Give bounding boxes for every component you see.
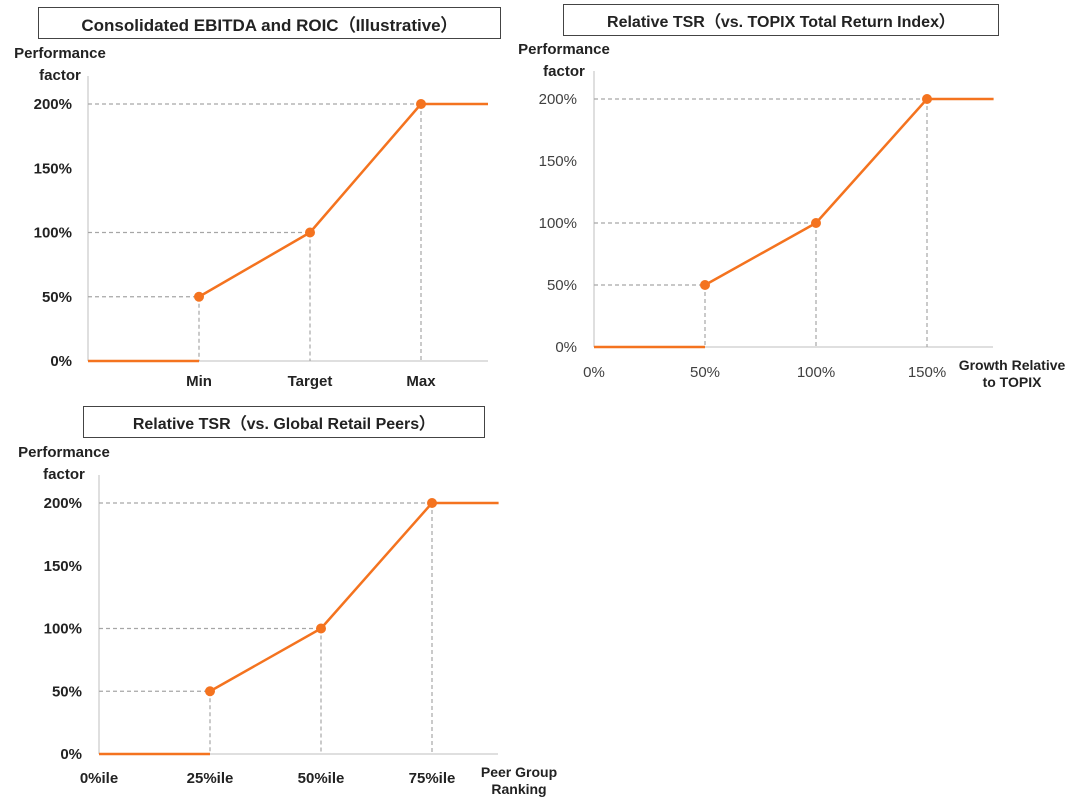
chart1-x-tick-label: Min	[186, 373, 212, 390]
chart2-y-tick-label: 150%	[539, 153, 577, 170]
chart1-y-tick-label: 0%	[50, 353, 72, 370]
chart1-title-text: Consolidated EBITDA and ROIC（Illustrativ…	[81, 15, 458, 35]
chart1-y-tick-label: 50%	[42, 289, 72, 306]
chart2-marker-1	[700, 280, 710, 290]
chart2-title-text: Relative TSR（vs. TOPIX Total Return Inde…	[607, 14, 955, 31]
chart1-x-tick-label: Max	[406, 373, 436, 390]
chart1-marker-2	[305, 227, 315, 238]
chart2-y-tick-label: 200%	[539, 91, 577, 108]
chart1-ylabel: Performance factor	[8, 43, 112, 87]
chart3-marker-2	[316, 623, 326, 634]
chart3-series-line	[209, 501, 499, 693]
chart3-x-axis-title: Peer Group Ranking	[481, 764, 557, 797]
chart1-x-tick-label: Target	[288, 373, 333, 390]
chart3-x-tick-label: 50%ile	[298, 770, 345, 787]
chart1-y-tick-label: 100%	[34, 225, 72, 242]
chart3-marker-3	[427, 498, 437, 508]
chart3-y-tick-label: 50%	[52, 683, 82, 700]
chart1-series-line	[198, 102, 488, 298]
chart3-y-tick-label: 0%	[60, 746, 82, 763]
chart3-y-tick-label: 200%	[44, 495, 82, 512]
chart1-marker-3	[416, 99, 426, 109]
chart2-series-line	[704, 97, 994, 287]
chart2-x-tick-label: 50%	[690, 364, 720, 381]
chart2-x-tick-label: 0%	[583, 364, 605, 381]
chart2-y-tick-label: 0%	[555, 339, 577, 356]
chart3-title: Relative TSR（vs. Global Retail Peers）	[83, 406, 485, 438]
chart2-x-axis-title: Growth Relative to TOPIX	[959, 357, 1066, 390]
chart3-x-tick-label: 75%ile	[409, 770, 456, 787]
chart3-ylabel-text: Performance factor	[18, 444, 110, 483]
chart1-y-tick-label: 150%	[34, 160, 72, 177]
chart1-title: Consolidated EBITDA and ROIC（Illustrativ…	[38, 7, 501, 39]
chart3-x-tick-label: 0%ile	[80, 770, 118, 787]
chart3-y-tick-label: 150%	[44, 558, 82, 575]
chart1-ylabel-text: Performance factor	[14, 45, 106, 84]
chart3-y-tick-label: 100%	[44, 621, 82, 638]
chart2-y-tick-label: 100%	[539, 215, 577, 232]
chart2-ylabel: Performance factor	[508, 39, 620, 83]
chart1-y-tick-label: 200%	[34, 96, 72, 113]
chart3-title-text: Relative TSR（vs. Global Retail Peers）	[132, 416, 436, 433]
chart1-marker-1	[194, 291, 204, 302]
chart2-marker-3	[922, 94, 932, 104]
chart2-y-tick-label: 50%	[547, 277, 577, 294]
chart2-ylabel-text: Performance factor	[518, 41, 610, 80]
chart2-x-tick-label: 100%	[797, 364, 835, 381]
chart3-ylabel: Performance factor	[8, 442, 120, 486]
chart2-x-tick-label: 150%	[908, 364, 946, 381]
chart3-x-tick-label: 25%ile	[187, 770, 234, 787]
chart3-marker-1	[205, 686, 215, 697]
chart2-marker-2	[811, 218, 821, 228]
chart2-title: Relative TSR（vs. TOPIX Total Return Inde…	[563, 4, 999, 36]
